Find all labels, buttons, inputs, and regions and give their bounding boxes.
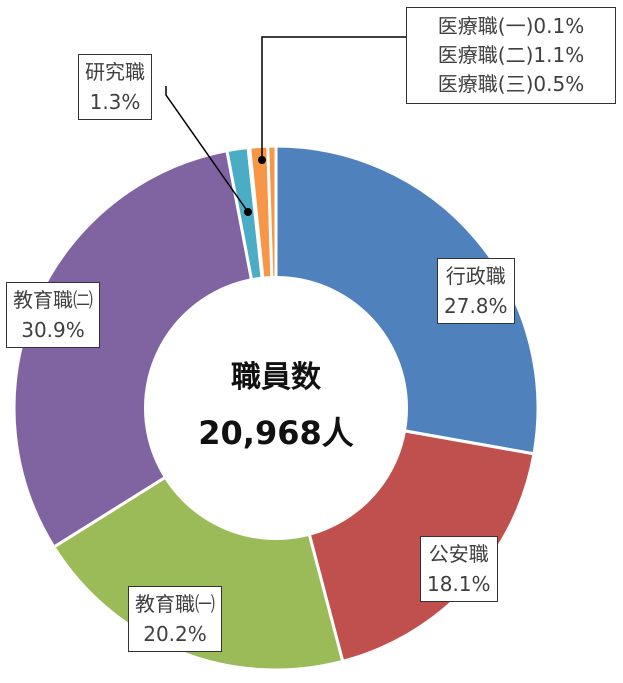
- data-label-iryo3: 医療職(三)0.5%: [415, 70, 607, 99]
- center-title: 職員数: [231, 360, 321, 395]
- data-label-kenkyu: 研究職 1.3%: [78, 54, 152, 120]
- slice-value-gyosei: 27.8%: [444, 294, 508, 318]
- slice-name-kyoiku2: 教育職㈡: [13, 288, 93, 312]
- slice-value-iryo1: 0.1%: [533, 14, 585, 38]
- leader-line-iryo: [261, 36, 406, 160]
- data-label-iryo2: 医療職(二)1.1%: [415, 41, 607, 70]
- slice-value-kenkyu: 1.3%: [89, 90, 141, 114]
- slice-value-iryo2: 1.1%: [533, 43, 585, 67]
- slice-name-gyosei: 行政職: [445, 264, 506, 288]
- data-label-kyoiku1: 教育職㈠ 20.2%: [128, 586, 222, 652]
- donut-hole: [144, 276, 408, 540]
- slice-name-koan: 公安職: [428, 542, 489, 566]
- slice-value-iryo3: 0.5%: [533, 72, 585, 96]
- leader-lines: [165, 36, 406, 216]
- center-value: 20,968人: [198, 414, 354, 452]
- data-label-iryo1: 医療職(一)0.1%: [415, 12, 607, 41]
- data-label-gyosei: 行政職 27.8%: [437, 258, 515, 324]
- slice-name-iryo3: 医療職(三): [437, 72, 534, 96]
- slice-name-kenkyu: 研究職: [85, 60, 145, 84]
- slice-name-kyoiku1: 教育職㈠: [135, 592, 215, 616]
- leader-line-kenkyu: [165, 86, 249, 213]
- slice-name-iryo2: 医療職(二): [437, 43, 534, 67]
- data-label-iryo: 医療職(一)0.1% 医療職(二)1.1% 医療職(三)0.5%: [406, 7, 616, 104]
- data-label-kyoiku2: 教育職㈡ 30.9%: [6, 282, 100, 348]
- leader-dot-iryo: [258, 156, 266, 164]
- slice-value-kyoiku2: 30.9%: [21, 318, 85, 342]
- slice-name-iryo1: 医療職(一): [437, 14, 534, 38]
- slice-value-kyoiku1: 20.2%: [143, 622, 207, 646]
- data-label-koan: 公安職 18.1%: [420, 536, 498, 602]
- leader-dot-kenkyu: [244, 208, 252, 216]
- slice-value-koan: 18.1%: [427, 572, 491, 596]
